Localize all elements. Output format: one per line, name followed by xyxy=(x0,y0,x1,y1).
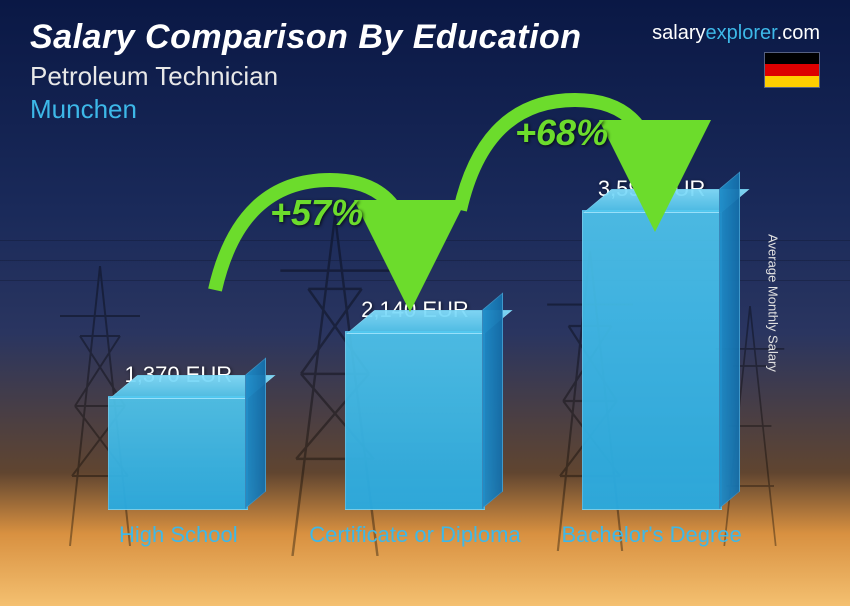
flag-stripe-black xyxy=(765,53,819,64)
site-brand: salaryexplorer.com xyxy=(652,22,820,45)
bar-category-label: Bachelor's Degree xyxy=(561,522,741,576)
bar xyxy=(108,396,248,510)
bar-group: 1,370 EURHigh School xyxy=(68,362,288,576)
chart-subtitle: Petroleum Technician xyxy=(30,61,820,92)
flag-stripe-gold xyxy=(765,76,819,87)
chart-location: Munchen xyxy=(30,94,820,125)
bar-group: 3,590 EURBachelor's Degree xyxy=(542,176,762,576)
bar-chart: 1,370 EURHigh School2,140 EURCertificate… xyxy=(60,150,770,576)
site-tld: .com xyxy=(777,22,820,44)
site-name-2: explorer xyxy=(706,22,777,44)
bar-category-label: High School xyxy=(119,522,238,576)
bar xyxy=(345,331,485,510)
site-name-1: salary xyxy=(652,22,705,44)
bar-category-label: Certificate or Diploma xyxy=(309,522,521,576)
flag-stripe-red xyxy=(765,64,819,75)
germany-flag-icon xyxy=(764,52,820,88)
bar-group: 2,140 EURCertificate or Diploma xyxy=(305,297,525,576)
bar xyxy=(582,210,722,510)
